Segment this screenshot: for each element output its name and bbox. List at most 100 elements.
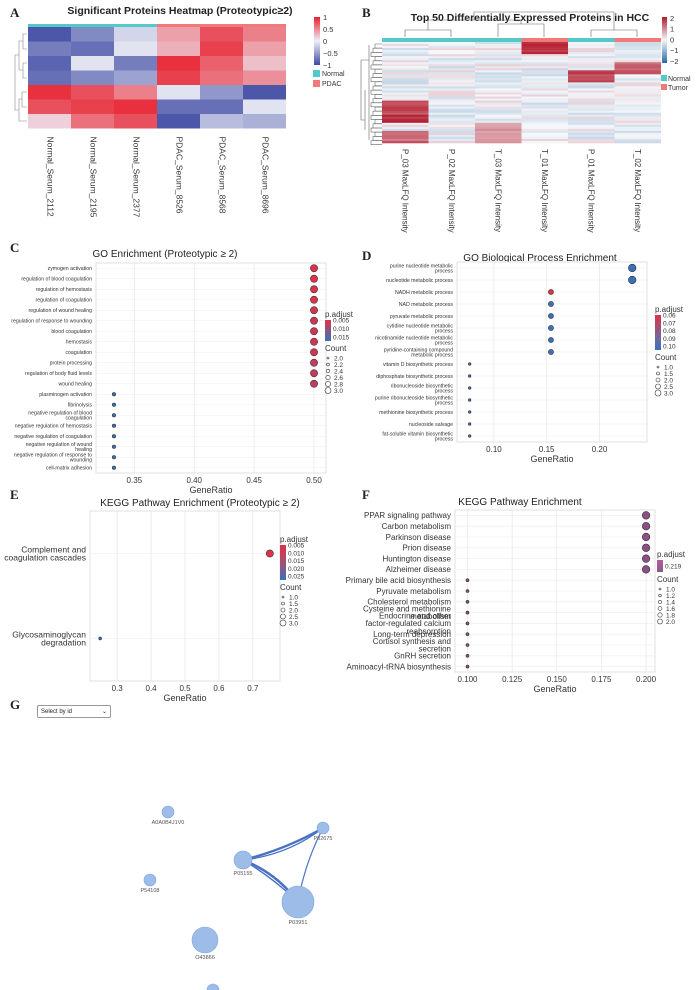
heatmap-cell bbox=[428, 84, 475, 87]
heatmap-cell bbox=[568, 118, 615, 122]
enrichment-dot bbox=[465, 578, 470, 582]
enrichment-dot bbox=[98, 636, 102, 641]
heatmap-cell bbox=[157, 70, 200, 85]
heatmap-cell bbox=[382, 130, 429, 134]
heatmap-cell bbox=[475, 114, 522, 118]
heatmap-cell bbox=[428, 112, 475, 116]
heatmap-cell bbox=[475, 70, 522, 73]
size-legend-circle bbox=[326, 362, 330, 367]
heatmap-cell bbox=[568, 64, 615, 67]
heatmap-cell bbox=[428, 68, 475, 71]
enrichment-dot bbox=[468, 434, 472, 438]
size-legend-circle bbox=[654, 389, 662, 397]
size-legend-tick: 1.5 bbox=[289, 601, 298, 608]
heatmap-cell bbox=[428, 66, 475, 69]
enrichment-dot bbox=[628, 263, 637, 273]
heatmap-cell bbox=[568, 108, 615, 111]
heatmap-cell bbox=[382, 50, 429, 53]
size-legend-circle bbox=[658, 593, 662, 598]
heatmap-cell bbox=[521, 44, 568, 47]
x-tick-label: 0.5 bbox=[179, 684, 191, 693]
heatmap-cell bbox=[382, 106, 429, 109]
heatmap-cell bbox=[521, 122, 568, 126]
heatmap-cell bbox=[568, 120, 615, 124]
heatmap-cell bbox=[521, 132, 568, 136]
heatmap-cell bbox=[382, 56, 429, 59]
enrichment-dot bbox=[265, 549, 274, 558]
heatmap-cell bbox=[614, 46, 661, 49]
heatmap-cell bbox=[614, 66, 661, 69]
heatmap-cell bbox=[475, 118, 522, 122]
size-legend-circle bbox=[325, 381, 331, 387]
network-node bbox=[161, 805, 175, 819]
color-legend-tick: 0.020 bbox=[288, 566, 305, 573]
heatmap-cell bbox=[614, 132, 661, 136]
x-tick-label: 0.4 bbox=[146, 684, 158, 693]
annotation-cell bbox=[71, 24, 114, 27]
color-legend-tick: 0.07 bbox=[663, 320, 676, 327]
enrichment-dot bbox=[310, 274, 318, 283]
y-term-label: fibrinolysis bbox=[68, 403, 93, 409]
y-term-label: regulation of coagulation bbox=[35, 298, 92, 304]
panel-b-title: Top 50 Differentially Expressed Proteins… bbox=[410, 12, 650, 24]
heatmap-cell bbox=[428, 62, 475, 65]
heatmap-cell bbox=[568, 68, 615, 71]
y-term-label: wound healing bbox=[59, 382, 93, 388]
network-node bbox=[316, 821, 330, 835]
heatmap-cell bbox=[568, 42, 615, 45]
heatmap-cell bbox=[614, 58, 661, 61]
x-tick-label: 0.45 bbox=[246, 476, 262, 485]
heatmap-cell bbox=[614, 134, 661, 138]
heatmap-cell bbox=[243, 41, 286, 56]
size-legend-circle bbox=[655, 383, 661, 390]
network-node-label: P05155 bbox=[234, 871, 253, 877]
select-by-id-dropdown[interactable]: Select by id ⌄ bbox=[37, 705, 111, 718]
heatmap-cell bbox=[475, 100, 522, 103]
heatmap-cell bbox=[428, 118, 475, 122]
heatmap-cell bbox=[568, 86, 615, 89]
heatmap-cell bbox=[614, 90, 661, 93]
y-term-label: reabsorption bbox=[407, 627, 451, 636]
enrichment-dot bbox=[310, 316, 318, 325]
heatmap-cell bbox=[382, 132, 429, 136]
heatmap-cell bbox=[614, 70, 661, 73]
heatmap-cell bbox=[614, 60, 661, 63]
y-term-label: cell-matrix adhesion bbox=[46, 466, 92, 472]
color-legend-tick: 0.015 bbox=[333, 335, 350, 342]
y-term-label: Primary bile acid biosynthesis bbox=[346, 576, 451, 585]
y-term-label: metabolic process bbox=[411, 352, 453, 358]
heatmap-cell bbox=[614, 112, 661, 116]
heatmap-cell bbox=[475, 50, 522, 53]
color-legend-title: p.adjust bbox=[655, 305, 684, 314]
color-legend-tick: −0.5 bbox=[323, 49, 338, 58]
size-legend-circle bbox=[656, 365, 660, 369]
heatmap-cell bbox=[157, 114, 200, 129]
size-legend-circle bbox=[280, 607, 286, 613]
size-legend-tick: 2.6 bbox=[334, 375, 343, 382]
color-legend-tick: 0.06 bbox=[663, 313, 676, 320]
heatmap-cell bbox=[568, 106, 615, 109]
color-legend-tick: 0.005 bbox=[288, 543, 305, 550]
network-node-label: A0A0B4J1V0 bbox=[152, 820, 185, 826]
heatmap-cell bbox=[521, 120, 568, 124]
heatmap-cell bbox=[568, 116, 615, 120]
panel-a-title: Significant Proteins Heatmap (Proteotypi… bbox=[67, 5, 293, 17]
heatmap-cell bbox=[475, 90, 522, 93]
y-term-label: NADH metabolic process bbox=[395, 290, 453, 296]
heatmap-cell bbox=[475, 134, 522, 138]
heatmap-cell bbox=[521, 136, 568, 140]
heatmap-cell bbox=[475, 88, 522, 91]
column-label: T_02 MaxLFQ Intensity bbox=[633, 149, 642, 232]
heatmap-cell bbox=[614, 94, 661, 97]
annotation-cell bbox=[243, 24, 286, 27]
y-term-label: regulation of response to wounding bbox=[11, 319, 92, 325]
size-legend-circle bbox=[325, 368, 331, 374]
color-legend-tick: 1 bbox=[323, 13, 327, 22]
heatmap-cell bbox=[521, 66, 568, 69]
panel-letter-g: G bbox=[10, 697, 21, 712]
heatmap-cell bbox=[521, 140, 568, 144]
size-legend-tick: 1.6 bbox=[666, 606, 675, 613]
heatmap-cell bbox=[521, 124, 568, 128]
y-term-label: regulation of wound healing bbox=[29, 308, 93, 314]
